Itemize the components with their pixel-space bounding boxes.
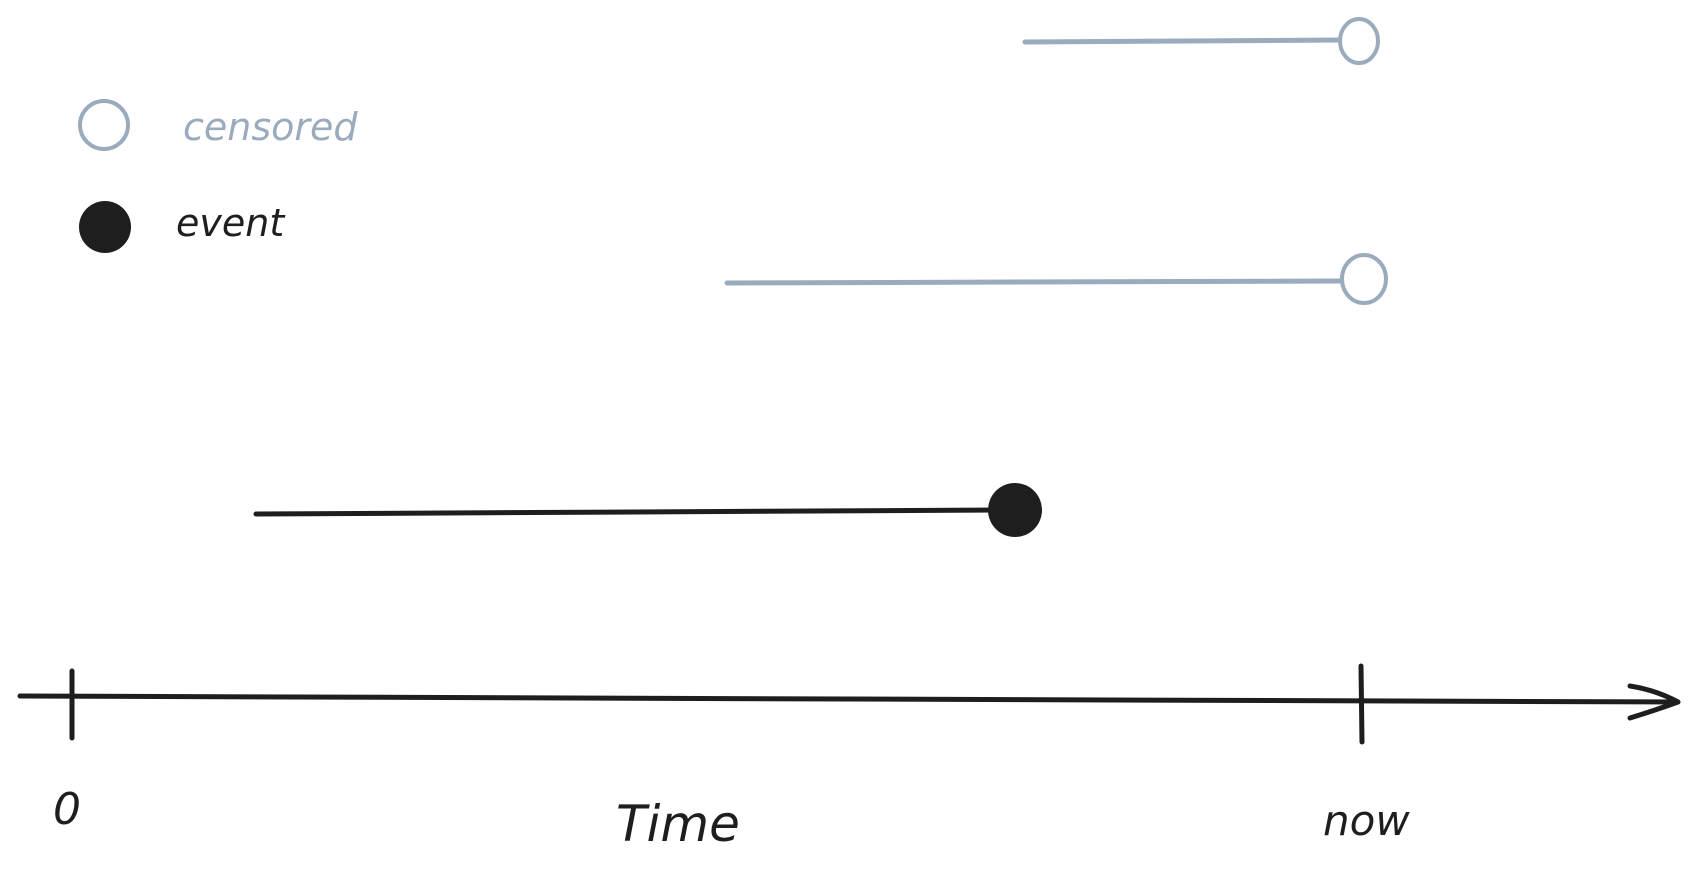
legend: censored event [78, 99, 358, 253]
subject-1-censored-marker [1338, 17, 1380, 65]
axis-tick-label-now: now [1323, 796, 1410, 845]
subject-2-censored-marker [1340, 253, 1388, 305]
subject-3-followup-line [253, 507, 1003, 517]
censored-legend-marker [78, 99, 130, 151]
time-axis-arrowhead [1627, 683, 1681, 721]
subject-3-timeline [253, 483, 1042, 537]
time-axis-line [17, 693, 1679, 705]
event-legend-label: event [176, 201, 286, 245]
censored-legend-label: censored [183, 105, 358, 149]
axis-title: Time [616, 795, 740, 853]
axis-tick-now [1358, 663, 1365, 745]
event-legend-marker [79, 201, 131, 253]
subject-2-timeline [724, 253, 1388, 305]
subject-1-followup-line [1022, 37, 1343, 45]
subject-3-event-marker [988, 483, 1042, 537]
axis-tick-label-zero: 0 [53, 784, 81, 835]
subject-1-timeline [1022, 17, 1380, 65]
time-axis [17, 663, 1681, 745]
subject-2-followup-line [724, 278, 1345, 286]
